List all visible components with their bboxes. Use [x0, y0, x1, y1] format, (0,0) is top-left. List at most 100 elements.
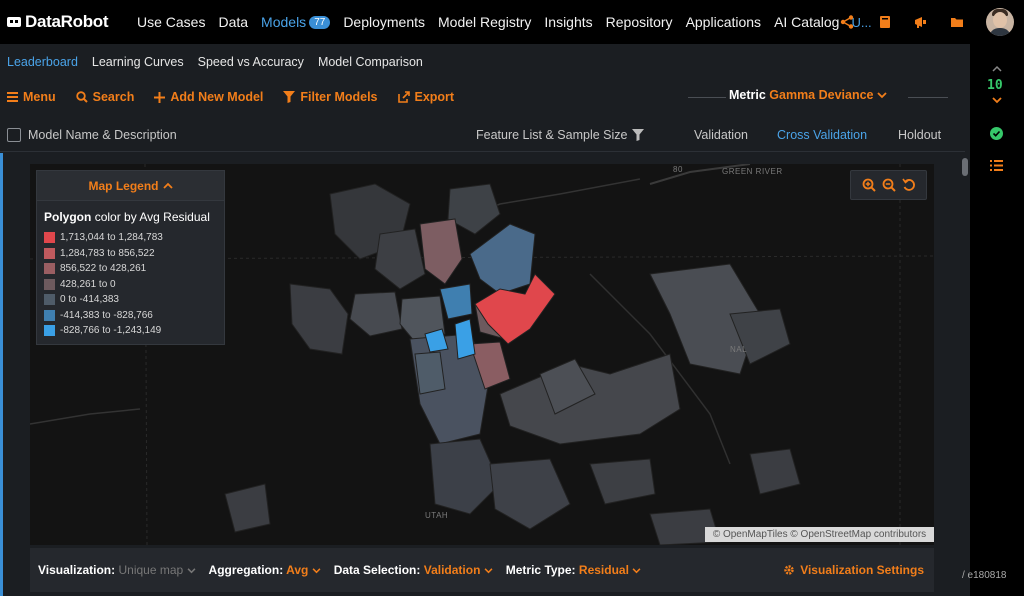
- nav-deployments[interactable]: Deployments: [343, 14, 426, 30]
- metric-type-select[interactable]: Metric Type: Residual: [506, 563, 642, 577]
- legend-swatch: [44, 232, 55, 244]
- map-label-utah: UTAH: [425, 511, 449, 520]
- tab-leaderboard[interactable]: Leaderboard: [7, 55, 78, 69]
- legend-label: 428,261 to 0: [60, 278, 116, 290]
- legend-row: 1,713,044 to 1,284,783: [44, 230, 224, 246]
- metric-type-label: Metric Type:: [505, 563, 576, 577]
- map-label-green-river: GREEN RIVER: [722, 167, 783, 176]
- col-feature-list[interactable]: Feature List & Sample Size: [476, 128, 645, 142]
- leaderboard-toolbar: Menu Search Add New Model Filter Models …: [0, 80, 965, 114]
- nav-repository[interactable]: Repository: [605, 14, 673, 30]
- visualization-settings-button[interactable]: Visualization Settings: [783, 563, 924, 577]
- data-selection-value: Validation: [423, 563, 481, 577]
- tab-model-comparison[interactable]: Model Comparison: [317, 55, 423, 69]
- export-button[interactable]: Export: [397, 90, 455, 104]
- metric-divider-left: [688, 97, 726, 98]
- aggregation-select[interactable]: Aggregation: Avg: [209, 563, 321, 577]
- legend-row: 428,261 to 0: [44, 277, 224, 293]
- filter-icon[interactable]: [632, 129, 645, 141]
- models-count-badge: 77: [309, 16, 331, 29]
- nav-model-registry[interactable]: Model Registry: [438, 14, 532, 30]
- check-circle-icon[interactable]: [990, 127, 1003, 140]
- chevron-up-icon[interactable]: [992, 65, 1002, 72]
- map-legend-toggle[interactable]: Map Legend: [37, 171, 224, 201]
- chevron-down-icon: [187, 568, 196, 574]
- add-new-model-label: Add New Model: [170, 90, 264, 104]
- map-legend-header: Map Legend: [88, 178, 159, 193]
- legend-row: 0 to -414,383: [44, 292, 224, 308]
- metric-selector[interactable]: Metric Gamma Deviance: [729, 88, 887, 102]
- nav-insights[interactable]: Insights: [544, 14, 593, 30]
- nav-models-label: Models: [261, 14, 307, 30]
- legend-row: 1,284,783 to 856,522: [44, 246, 224, 262]
- legend-title-rest: color by Avg Residual: [94, 210, 210, 224]
- legend-swatch: [44, 278, 55, 290]
- filter-models-button[interactable]: Filter Models: [283, 90, 378, 104]
- gear-icon: [784, 565, 794, 575]
- nav-data[interactable]: Data: [218, 14, 249, 30]
- user-avatar[interactable]: [986, 8, 1014, 36]
- col-cross-validation[interactable]: Cross Validation: [777, 128, 868, 142]
- col-holdout[interactable]: Holdout: [898, 128, 942, 142]
- map-zoom-controls: [850, 170, 927, 200]
- tab-speed-vs-accuracy[interactable]: Speed vs Accuracy: [197, 55, 304, 69]
- map-attribution[interactable]: © OpenMapTiles © OpenStreetMap contribut…: [705, 527, 934, 542]
- select-all-checkbox[interactable]: [7, 127, 21, 142]
- legend-swatch: [44, 247, 55, 259]
- nav-use-cases[interactable]: Use Cases: [137, 14, 206, 30]
- legend-title-bold: Polygon: [44, 210, 92, 224]
- datarobot-logo[interactable]: DataRobot: [6, 12, 124, 32]
- export-icon: [397, 91, 410, 103]
- chevron-down-icon: [632, 568, 641, 574]
- legend-label: 856,522 to 428,261: [60, 263, 147, 275]
- chevron-up-icon: [162, 182, 173, 189]
- zoom-in-icon[interactable]: [862, 178, 876, 192]
- list-icon[interactable]: [990, 160, 1003, 171]
- zoom-out-icon[interactable]: [882, 178, 896, 192]
- plus-icon: [154, 91, 166, 103]
- chevron-down-icon[interactable]: [992, 97, 1002, 104]
- legend-label: 1,284,783 to 856,522: [60, 247, 155, 259]
- export-label: Export: [414, 90, 455, 104]
- col-validation[interactable]: Validation: [694, 128, 748, 142]
- metric-divider-right: [908, 97, 948, 98]
- build-hash: / e180818: [962, 570, 1007, 581]
- top-navigation: DataRobot Use Cases Data Models 77 Deploy…: [0, 0, 1024, 44]
- nav-ai-catalog[interactable]: AI Catalog: [774, 14, 840, 30]
- chevron-down-icon: [877, 92, 887, 99]
- col-model-name[interactable]: Model Name & Description: [28, 127, 177, 142]
- filter-models-label: Filter Models: [300, 90, 378, 104]
- chevron-down-icon: [484, 568, 493, 574]
- add-new-model-button[interactable]: Add New Model: [154, 90, 263, 104]
- share-icon[interactable]: [840, 15, 854, 29]
- leaderboard-subtabs: Leaderboard Learning Curves Speed vs Acc…: [0, 44, 965, 80]
- metric-label: Metric: [728, 88, 766, 102]
- visualization-select[interactable]: Visualization: Unique map: [38, 563, 196, 577]
- brand-name: DataRobot: [25, 12, 109, 31]
- search-icon: [75, 91, 88, 103]
- aggregation-label: Aggregation:: [208, 563, 284, 577]
- tab-learning-curves[interactable]: Learning Curves: [91, 55, 184, 69]
- visualization-value: Unique map: [118, 563, 184, 577]
- book-icon[interactable]: [878, 15, 892, 29]
- filter-icon: [283, 91, 296, 103]
- scrollbar-thumb[interactable]: [962, 158, 968, 176]
- menu-label: Menu: [23, 90, 56, 104]
- chevron-down-icon: [312, 568, 321, 574]
- reset-icon[interactable]: [901, 178, 916, 192]
- nav-applications[interactable]: Applications: [685, 14, 762, 30]
- selected-row-indicator: [0, 153, 3, 596]
- map-label-nal: NAL: [730, 345, 748, 354]
- legend-label: 1,713,044 to 1,284,783: [60, 232, 163, 244]
- legend-row: 856,522 to 428,261: [44, 261, 224, 277]
- megaphone-icon[interactable]: [914, 15, 928, 29]
- geospatial-residual-map[interactable]: GREEN RIVER 80 NAL UTAH: [30, 164, 934, 545]
- search-button[interactable]: Search: [75, 90, 134, 104]
- data-selection-select[interactable]: Data Selection: Validation: [334, 563, 493, 577]
- nav-models[interactable]: Models 77: [261, 14, 331, 30]
- legend-title: Polygon color by Avg Residual: [44, 210, 224, 224]
- data-selection-label: Data Selection:: [333, 563, 421, 577]
- folder-icon[interactable]: [950, 15, 964, 29]
- nav-more[interactable]: U...: [851, 14, 872, 30]
- menu-button[interactable]: Menu: [7, 90, 56, 104]
